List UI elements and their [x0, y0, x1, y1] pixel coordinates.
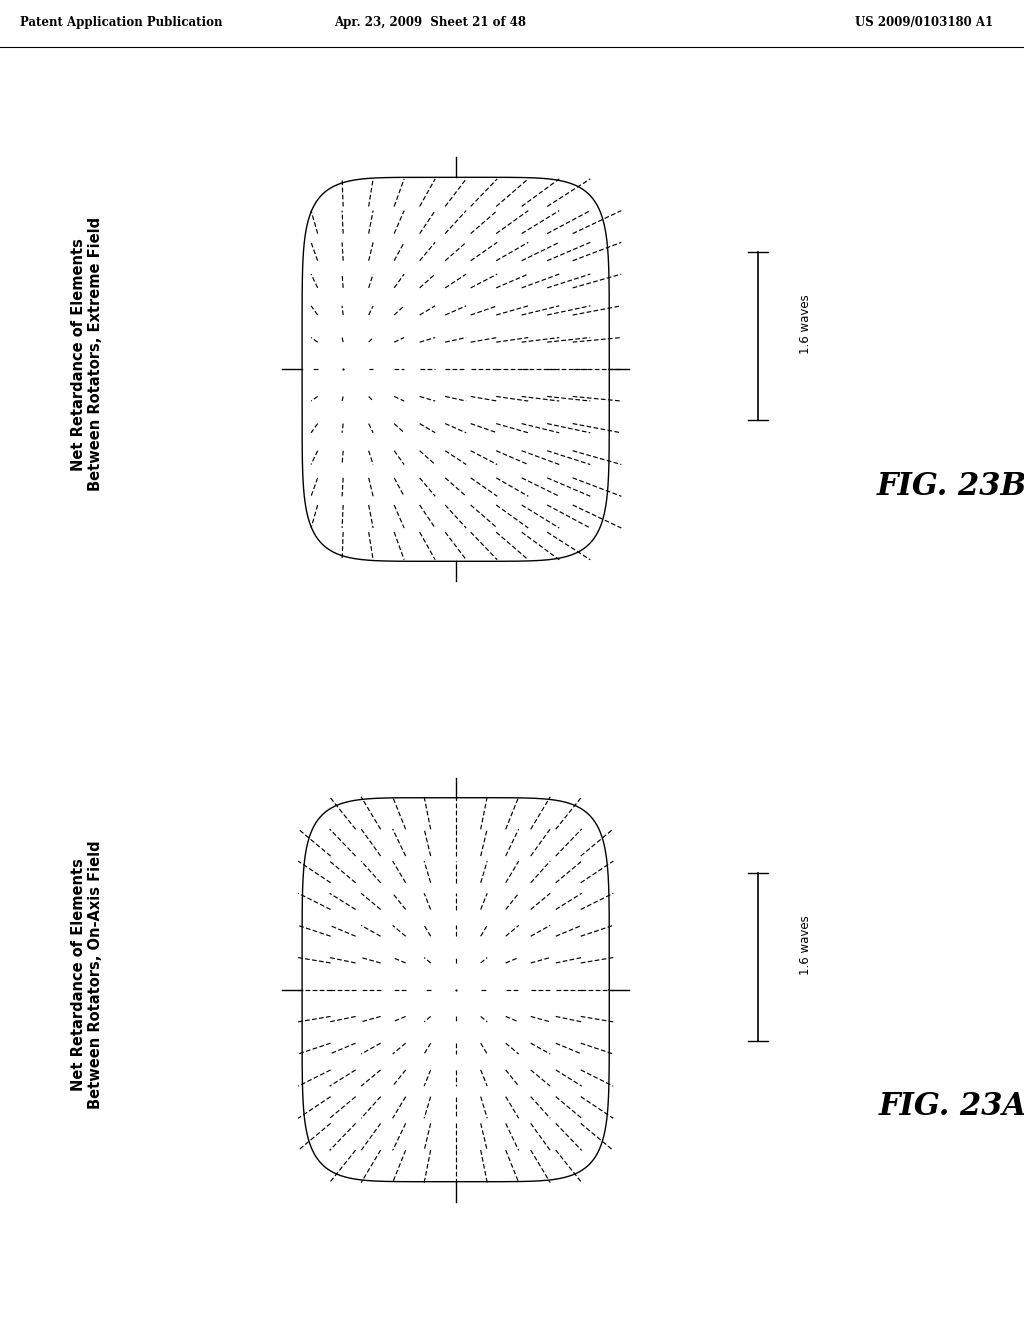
Text: Apr. 23, 2009  Sheet 21 of 48: Apr. 23, 2009 Sheet 21 of 48 [334, 16, 526, 29]
Text: US 2009/0103180 A1: US 2009/0103180 A1 [855, 16, 993, 29]
Text: 1.6 waves: 1.6 waves [799, 294, 812, 354]
Text: FIG. 23A: FIG. 23A [879, 1092, 1024, 1122]
Text: Patent Application Publication: Patent Application Publication [20, 16, 223, 29]
Text: FIG. 23B: FIG. 23B [878, 471, 1024, 502]
Text: Net Retardance of Elements
Between Rotators, On-Axis Field: Net Retardance of Elements Between Rotat… [71, 841, 103, 1109]
Text: 1.6 waves: 1.6 waves [799, 915, 812, 974]
Text: Net Retardance of Elements
Between Rotators, Extreme Field: Net Retardance of Elements Between Rotat… [71, 218, 103, 491]
